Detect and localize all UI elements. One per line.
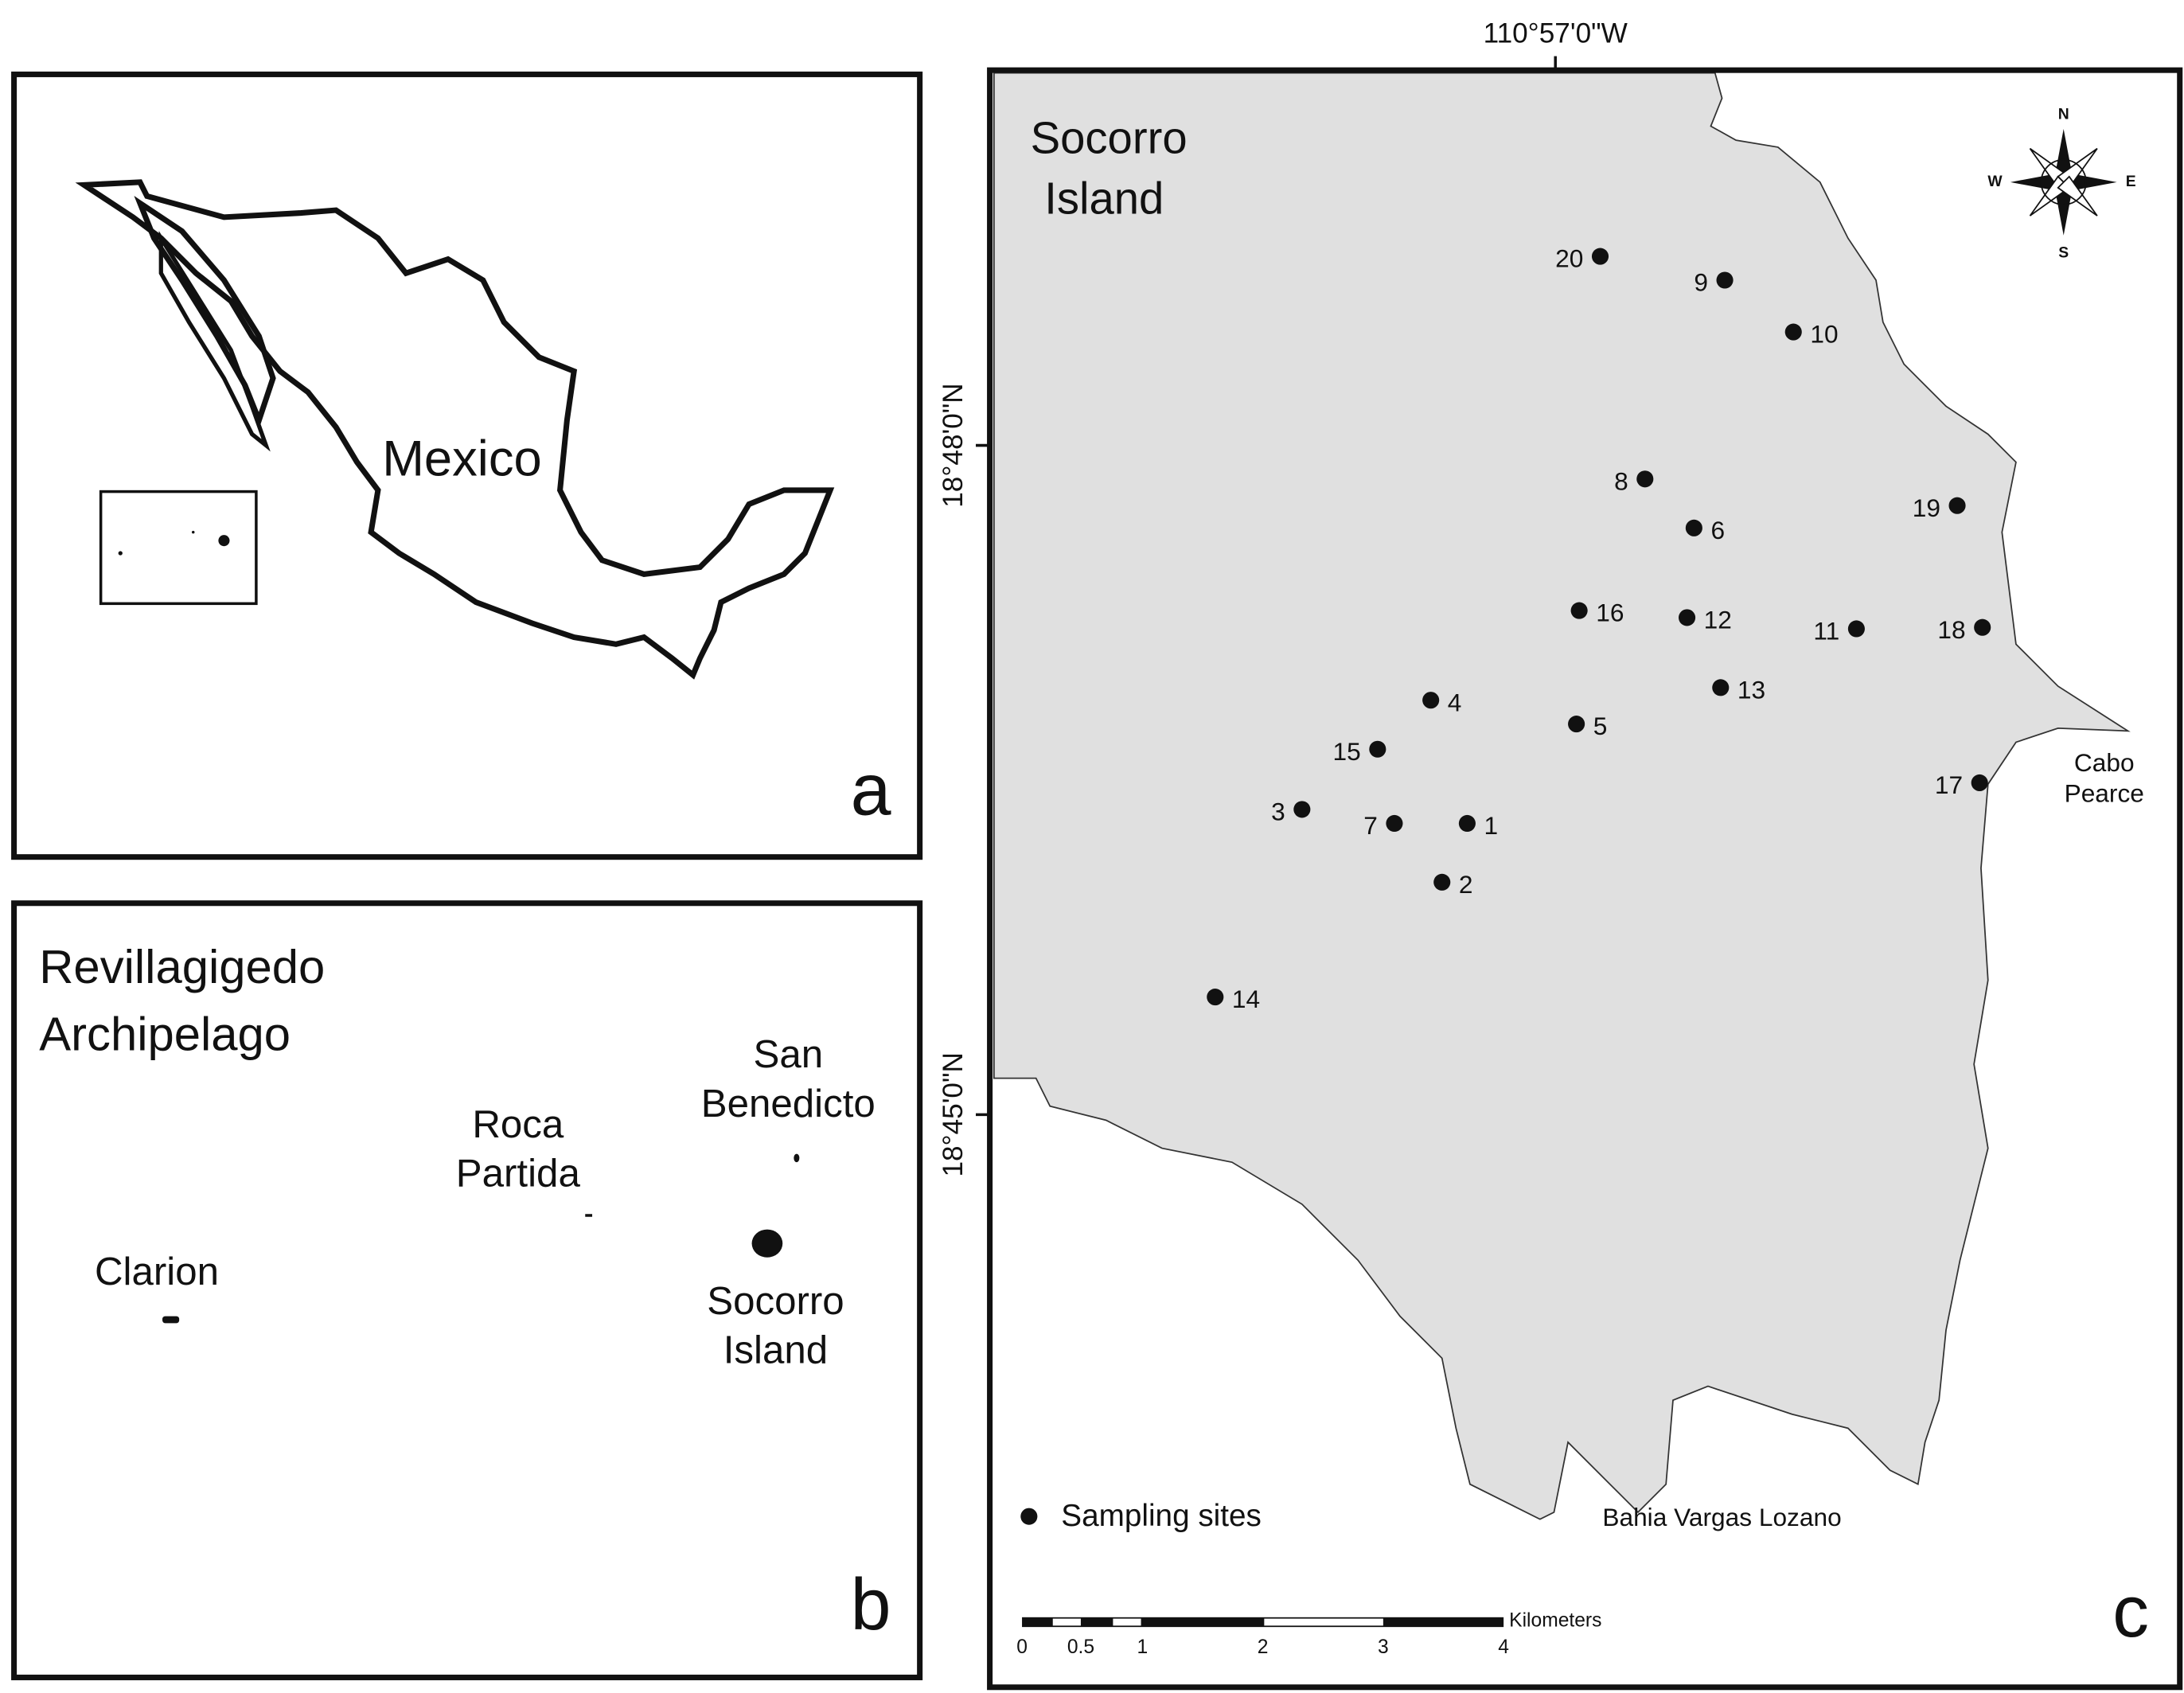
scale-tick-label: 1	[1137, 1636, 1148, 1658]
site-label: 4	[1448, 688, 1462, 716]
island-label: Island	[723, 1328, 828, 1371]
sampling-site	[1458, 814, 1476, 833]
site-label: 14	[1232, 985, 1260, 1013]
compass-label: W	[1987, 173, 2003, 190]
sampling-site	[1974, 618, 1991, 636]
longitude-label: 110°57'0"W	[1484, 18, 1628, 49]
scale-tick-label: 0	[1016, 1636, 1028, 1658]
panel-b-frame	[11, 900, 923, 1680]
panel-title: Revillagigedo	[39, 940, 325, 993]
island-label: Partida	[456, 1152, 581, 1196]
site-label: 20	[1555, 244, 1583, 273]
site-label: 3	[1271, 798, 1285, 826]
inset-box	[99, 490, 258, 606]
country-label: Mexico	[382, 431, 542, 486]
island-shape	[585, 1214, 593, 1217]
sampling-site	[1293, 801, 1311, 818]
sampling-site	[1948, 497, 1966, 514]
scale-unit: Kilometers	[1509, 1610, 1601, 1632]
sampling-site	[1971, 774, 1988, 792]
scale-tick-label: 4	[1498, 1636, 1509, 1658]
sampling-site	[1685, 519, 1702, 536]
island-shape	[794, 1153, 800, 1163]
panel-a-frame	[11, 71, 923, 860]
sampling-site	[1433, 873, 1451, 891]
panel-letter: c	[2112, 1571, 2149, 1652]
panel-c-frame	[987, 67, 2183, 1691]
site-label: 16	[1596, 599, 1624, 627]
legend-symbol	[1020, 1508, 1038, 1525]
scale-bar	[1022, 1617, 1504, 1628]
site-label: 17	[1935, 770, 1963, 799]
latitude-label: 18°48'0"N	[938, 383, 969, 507]
sampling-site	[1784, 323, 1802, 341]
site-label: 1	[1484, 811, 1499, 840]
sampling-site	[1712, 679, 1730, 696]
sampling-site	[1386, 814, 1403, 833]
place-label: Cabo	[2074, 748, 2135, 777]
sampling-site	[1369, 740, 1386, 758]
site-label: 18	[1937, 615, 1965, 644]
gulf-outline	[158, 231, 271, 452]
site-label: 11	[1813, 617, 1839, 646]
sampling-site	[1207, 989, 1224, 1006]
sampling-site	[1591, 248, 1609, 265]
site-label: 10	[1810, 320, 1838, 349]
site-label: 12	[1704, 606, 1732, 634]
mexico-outline	[75, 179, 835, 680]
site-label: 5	[1593, 712, 1608, 740]
panel-title: Socorro	[1031, 113, 1188, 163]
panel-letter: a	[851, 749, 891, 830]
panel-title: Island	[1044, 173, 1164, 223]
latitude-label: 18°45'0"N	[938, 1052, 969, 1176]
island-label: Clarion	[95, 1250, 219, 1293]
island-label: Roca	[472, 1102, 564, 1146]
scale-tick-label: 0.5	[1067, 1636, 1094, 1658]
compass-label: E	[2126, 173, 2136, 190]
site-label: 15	[1333, 737, 1361, 766]
place-label: Pearce	[2065, 779, 2144, 808]
site-label: 19	[1913, 493, 1940, 522]
site-label: 8	[1614, 466, 1628, 495]
site-label: 6	[1710, 516, 1725, 544]
scale-tick-label: 2	[1258, 1636, 1269, 1658]
inset-island	[118, 551, 123, 556]
compass-label: S	[2058, 244, 2069, 262]
sampling-site	[1422, 692, 1440, 709]
legend-label: Sampling sites	[1061, 1499, 1262, 1533]
island-shape	[162, 1316, 180, 1324]
island-outline	[993, 72, 2131, 1520]
panel-title: Archipelago	[39, 1007, 291, 1060]
sampling-site	[1847, 620, 1865, 638]
panel-letter: b	[851, 1564, 891, 1645]
site-label: 9	[1694, 268, 1708, 297]
scale-tick-label: 3	[1378, 1636, 1389, 1658]
sampling-site	[1679, 609, 1696, 626]
sampling-site	[1636, 470, 1654, 488]
island-label: Benedicto	[701, 1082, 876, 1125]
site-label: 2	[1459, 870, 1473, 899]
sampling-site	[1570, 602, 1588, 619]
site-label: 13	[1737, 675, 1765, 704]
site-label: 7	[1363, 811, 1378, 840]
island-shape	[751, 1229, 783, 1258]
sampling-site	[1716, 271, 1734, 289]
inset-island	[191, 530, 195, 534]
place-label: Bahia Vargas Lozano	[1602, 1503, 1841, 1531]
island-label: Socorro	[707, 1279, 844, 1323]
compass-label: N	[2058, 106, 2069, 123]
compass-rose	[2010, 129, 2117, 236]
inset-island	[218, 535, 230, 547]
island-label: San	[753, 1032, 823, 1076]
sampling-site	[1568, 716, 1585, 733]
